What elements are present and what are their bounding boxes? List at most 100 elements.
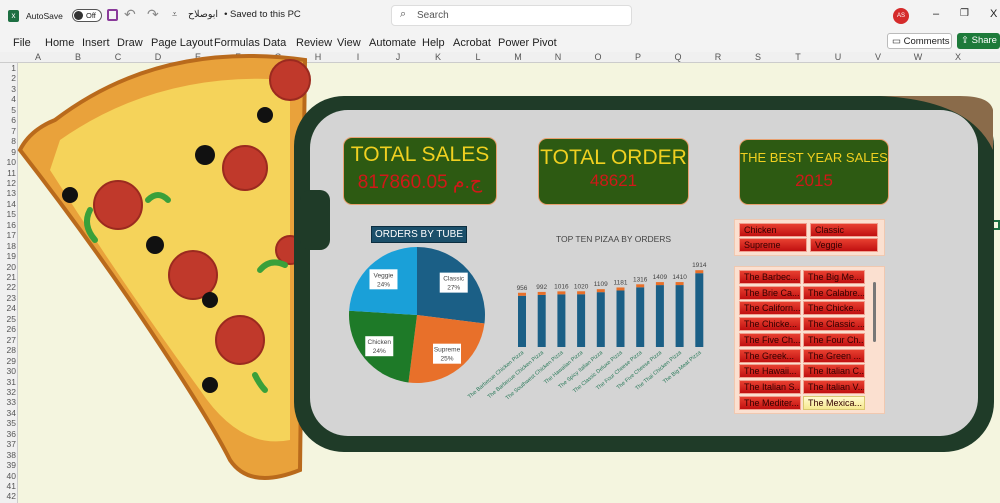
redo-icon[interactable]: ↷: [147, 6, 159, 22]
slicer-item-pizza[interactable]: The Italian V...: [803, 379, 865, 394]
column-header[interactable]: B: [74, 52, 81, 62]
slicer-item-pizza[interactable]: The Calabre...: [803, 285, 865, 300]
tab-page-layout[interactable]: Page Layout: [151, 37, 213, 49]
slicer-item-type[interactable]: Classic: [810, 223, 878, 237]
column-header[interactable]: L: [475, 52, 481, 62]
tab-help[interactable]: Help: [422, 37, 445, 49]
avatar[interactable]: AS: [893, 8, 909, 24]
search-box[interactable]: ⌕ Search: [391, 5, 632, 26]
column-header[interactable]: O: [594, 52, 602, 62]
slicer-item-pizza[interactable]: The Chicke...: [803, 301, 865, 316]
row-header[interactable]: 39: [6, 460, 16, 471]
row-header[interactable]: 12: [6, 177, 16, 188]
slicer-item-pizza[interactable]: The Five Ch...: [739, 332, 801, 347]
row-header[interactable]: 13: [6, 188, 16, 199]
column-header[interactable]: V: [874, 52, 881, 62]
slicer-item-type[interactable]: Veggie: [810, 238, 878, 252]
tab-home[interactable]: Home: [45, 37, 75, 49]
row-header[interactable]: 7: [11, 125, 16, 136]
row-header[interactable]: 17: [6, 230, 16, 241]
tab-draw[interactable]: Draw: [117, 37, 143, 49]
slicer-item-pizza[interactable]: The Chicke...: [739, 317, 801, 332]
row-header[interactable]: 33: [6, 397, 16, 408]
row-header[interactable]: 11: [7, 167, 16, 178]
column-header[interactable]: S: [754, 52, 761, 62]
row-header[interactable]: 9: [11, 146, 16, 157]
column-header[interactable]: P: [634, 52, 641, 62]
row-header[interactable]: 19: [6, 251, 16, 262]
close-button[interactable]: X: [990, 8, 998, 20]
column-header[interactable]: J: [395, 52, 401, 62]
undo-icon[interactable]: ↶: [124, 6, 136, 22]
column-header[interactable]: M: [514, 52, 522, 62]
row-header[interactable]: 30: [6, 366, 16, 377]
column-header[interactable]: H: [314, 52, 322, 62]
column-header[interactable]: K: [434, 52, 441, 62]
row-header[interactable]: 22: [6, 282, 16, 293]
row-header[interactable]: 6: [11, 115, 16, 126]
row-header[interactable]: 14: [6, 198, 16, 209]
row-header[interactable]: 28: [6, 345, 16, 356]
column-header[interactable]: W: [913, 52, 923, 62]
column-header[interactable]: N: [554, 52, 562, 62]
slicer-item-pizza[interactable]: The Brie Ca...: [739, 285, 801, 300]
tab-formulas[interactable]: Formulas: [214, 37, 260, 49]
column-header[interactable]: D: [154, 52, 162, 62]
slicer-item-pizza[interactable]: The Italian S...: [739, 379, 801, 394]
slicer-item-type[interactable]: Chicken: [739, 223, 807, 237]
row-header[interactable]: 37: [6, 439, 16, 450]
slicer-item-pizza[interactable]: The Four Ch...: [803, 332, 865, 347]
tab-automate[interactable]: Automate: [369, 37, 417, 49]
column-header[interactable]: T: [795, 52, 801, 62]
row-header[interactable]: 26: [6, 324, 16, 335]
row-header[interactable]: 34: [6, 407, 16, 418]
column-header[interactable]: R: [714, 52, 722, 62]
slicer-item-pizza[interactable]: The Mediter...: [739, 395, 801, 410]
row-header[interactable]: 21: [6, 272, 16, 282]
slicer-item-pizza[interactable]: The Barbec...: [739, 270, 801, 284]
share-button[interactable]: ⇪ Share: [957, 33, 1000, 49]
row-header[interactable]: 40: [6, 470, 16, 481]
row-header[interactable]: 32: [6, 386, 16, 397]
column-header[interactable]: C: [114, 52, 122, 62]
column-header[interactable]: Q: [674, 52, 682, 62]
slicer-item-pizza[interactable]: The Californ...: [739, 301, 801, 316]
tab-acrobat[interactable]: Acrobat: [453, 37, 491, 49]
restore-button[interactable]: ❐: [960, 8, 969, 19]
slicer-item-pizza[interactable]: The Classic ...: [803, 317, 865, 332]
row-header[interactable]: 27: [6, 334, 16, 345]
column-header[interactable]: A: [34, 52, 41, 62]
slicer-item-pizza[interactable]: The Hawaii...: [739, 364, 801, 379]
row-header[interactable]: 38: [6, 449, 16, 460]
minimize-button[interactable]: –: [933, 8, 940, 20]
row-header[interactable]: 20: [6, 261, 16, 272]
tab-power-pivot[interactable]: Power Pivot: [498, 37, 557, 49]
tab-data[interactable]: Data: [263, 37, 287, 49]
slicer-item-pizza[interactable]: The Green ...: [803, 348, 865, 363]
slicer-item-type[interactable]: Supreme: [739, 238, 807, 252]
slicer-scrollbar[interactable]: [873, 282, 876, 342]
save-icon[interactable]: [107, 9, 118, 21]
customize-icon[interactable]: ⩡: [172, 9, 178, 19]
row-header[interactable]: 23: [6, 292, 16, 303]
row-header[interactable]: 35: [6, 418, 16, 429]
row-header[interactable]: 24: [6, 303, 16, 314]
row-header[interactable]: 25: [6, 313, 16, 324]
column-header[interactable]: U: [834, 52, 842, 62]
row-header[interactable]: 29: [6, 355, 16, 366]
row-header[interactable]: 10: [6, 157, 16, 168]
row-header[interactable]: 42: [6, 491, 16, 502]
row-header[interactable]: 5: [11, 104, 16, 115]
row-header[interactable]: 8: [11, 136, 16, 147]
tab-review[interactable]: Review: [296, 37, 333, 49]
tab-file[interactable]: File: [13, 37, 31, 49]
column-header[interactable]: X: [954, 52, 961, 62]
row-header[interactable]: 31: [6, 376, 16, 387]
row-header[interactable]: 41: [6, 481, 16, 491]
row-header[interactable]: 1: [11, 63, 16, 73]
row-header[interactable]: 3: [11, 83, 16, 94]
row-header[interactable]: 4: [11, 94, 16, 105]
row-header[interactable]: 2: [11, 73, 16, 84]
slicer-item-pizza[interactable]: The Mexica...: [803, 395, 865, 410]
column-header[interactable]: I: [356, 52, 360, 62]
